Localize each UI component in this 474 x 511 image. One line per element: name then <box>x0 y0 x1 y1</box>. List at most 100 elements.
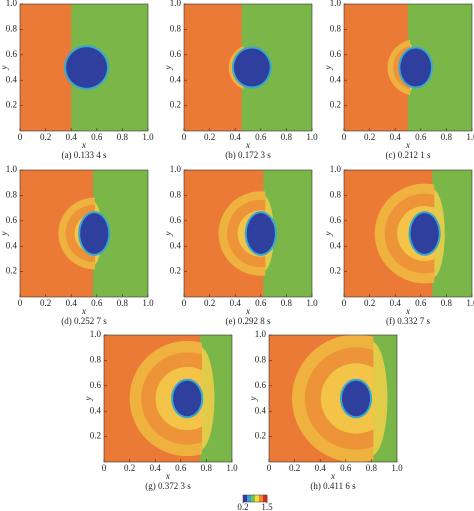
y-tick-label: 0.6 <box>170 215 182 225</box>
bubble <box>66 47 108 88</box>
x-tick-label: 0.8 <box>441 298 453 308</box>
colorbar-tick-label: 0.2 <box>237 502 248 511</box>
x-tick-label: 0.2 <box>40 132 51 142</box>
field <box>269 335 397 462</box>
y-tick-label: 1.0 <box>170 0 182 8</box>
panel-caption: (f) 0.332 7 s <box>386 316 430 326</box>
x-tick-label: 0.2 <box>204 298 215 308</box>
x-tick-label: 0 <box>267 463 272 473</box>
x-tick-label: 0.2 <box>124 463 135 473</box>
bubble <box>233 48 270 87</box>
y-tick-label: 0.6 <box>170 49 182 59</box>
plot-frame <box>343 3 473 132</box>
x-tick-label: 0.4 <box>66 132 78 142</box>
x-tick-label: 0.8 <box>441 132 453 142</box>
x-tick-label: 0.4 <box>150 463 162 473</box>
x-axis-label: x <box>405 140 410 150</box>
colorbar-frame <box>242 494 268 503</box>
plot-frame <box>183 3 313 132</box>
x-tick-label: 0.4 <box>390 298 402 308</box>
y-tick-label: 0.2 <box>330 266 341 276</box>
x-tick-label: 0.6 <box>415 298 427 308</box>
y-axis-label: y <box>323 66 333 71</box>
colorbar-segment <box>255 495 260 502</box>
x-tick-label: 0.2 <box>364 298 375 308</box>
y-tick-label: 0.4 <box>6 240 18 250</box>
y-tick-label: 0.4 <box>6 74 18 84</box>
y-tick-label: 1.0 <box>330 164 342 174</box>
y-axis-label: y <box>248 397 258 402</box>
x-tick-label: 0.8 <box>281 132 293 142</box>
y-axis-label: y <box>163 66 173 71</box>
y-tick-label: 0.2 <box>255 431 266 441</box>
y-tick-label: 1.0 <box>6 0 18 8</box>
field <box>344 170 472 297</box>
y-tick-label: 0.8 <box>6 189 18 199</box>
y-axis-label: y <box>0 66 9 71</box>
x-axis-label: x <box>245 140 250 150</box>
bubble <box>400 48 432 87</box>
plot-frame <box>103 334 233 463</box>
y-axis-label: y <box>0 232 9 237</box>
y-tick-label: 0.6 <box>330 215 342 225</box>
x-tick-label: 0.4 <box>315 463 327 473</box>
bubble <box>80 213 109 254</box>
y-tick-label: 0.4 <box>170 240 182 250</box>
x-tick-label: 0.2 <box>364 132 375 142</box>
y-tick-label: 0.8 <box>170 189 182 199</box>
x-tick-label: 0.8 <box>201 463 213 473</box>
x-tick-label: 0 <box>342 298 347 308</box>
y-tick-label: 0.6 <box>330 49 342 59</box>
field <box>20 4 148 131</box>
panel-caption: (c) 0.212 1 s <box>386 150 431 160</box>
y-tick-label: 1.0 <box>6 164 18 174</box>
y-tick-label: 0.8 <box>330 23 342 33</box>
colorbar-segment <box>263 495 268 502</box>
panel-caption: (e) 0.292 8 s <box>226 316 271 326</box>
x-tick-label: 0 <box>182 298 187 308</box>
y-tick-label: 0.2 <box>170 100 181 110</box>
y-tick-label: 0.4 <box>90 405 102 415</box>
y-tick-label: 0.2 <box>6 100 17 110</box>
panel-caption: (a) 0.133 4 s <box>62 150 107 160</box>
x-tick-label: 1.0 <box>142 298 154 308</box>
x-axis-label: x <box>245 306 250 316</box>
bubble <box>341 380 371 417</box>
field <box>344 4 472 131</box>
colorbar-segment <box>247 495 252 502</box>
y-tick-label: 0.4 <box>330 74 342 84</box>
y-tick-label: 0.8 <box>330 189 342 199</box>
field <box>20 170 148 297</box>
field <box>104 335 232 462</box>
y-tick-label: 1.0 <box>330 0 342 8</box>
plot-frame <box>183 169 313 298</box>
x-tick-label: 0.4 <box>390 132 402 142</box>
y-tick-label: 0.4 <box>170 74 182 84</box>
bubble <box>410 213 439 254</box>
x-tick-label: 0.4 <box>230 298 242 308</box>
x-tick-label: 0 <box>18 132 23 142</box>
y-tick-label: 0.8 <box>170 23 182 33</box>
x-tick-label: 1.0 <box>391 463 403 473</box>
y-tick-label: 0.6 <box>255 380 267 390</box>
x-tick-label: 0.6 <box>415 132 427 142</box>
x-tick-label: 0.6 <box>255 132 267 142</box>
x-tick-label: 0.4 <box>66 298 78 308</box>
x-tick-label: 0.8 <box>281 298 293 308</box>
x-tick-label: 0.6 <box>175 463 187 473</box>
x-tick-label: 0 <box>18 298 23 308</box>
bubble <box>246 213 275 254</box>
x-tick-label: 1.0 <box>306 132 318 142</box>
y-axis-label: y <box>163 232 173 237</box>
y-axis-label: y <box>83 397 93 402</box>
y-tick-label: 0.2 <box>90 431 101 441</box>
plot-frame <box>19 3 149 132</box>
x-tick-label: 0.2 <box>204 132 215 142</box>
y-tick-label: 1.0 <box>170 164 182 174</box>
x-tick-label: 0 <box>102 463 107 473</box>
y-tick-label: 0.6 <box>90 380 102 390</box>
y-tick-label: 0.2 <box>6 266 17 276</box>
bubble <box>173 380 202 417</box>
x-tick-label: 0.6 <box>91 132 103 142</box>
